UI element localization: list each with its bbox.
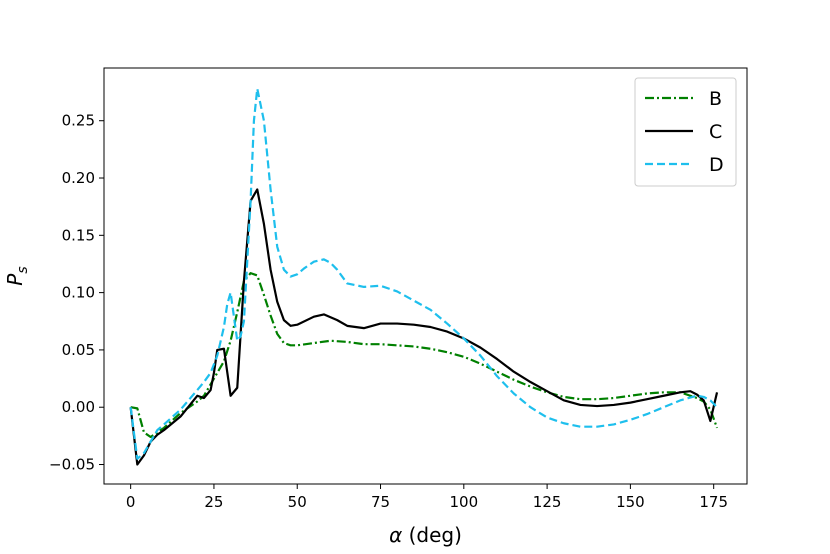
x-tick-label: 175	[699, 493, 728, 511]
x-tick-label: 0	[126, 493, 136, 511]
x-tick-label: 50	[288, 493, 307, 511]
axes-frame	[103, 67, 748, 485]
legend-label-D: D	[709, 154, 724, 176]
series-line-C	[129, 188, 719, 466]
y-tick-label: 0.00	[62, 398, 95, 416]
series-line-D	[129, 87, 718, 460]
legend-label-C: C	[709, 121, 722, 143]
legend-label-B: B	[709, 88, 722, 110]
series-layer	[129, 87, 719, 466]
x-tick-label: 125	[533, 493, 562, 511]
x-axis-label-symbol: α	[389, 523, 402, 547]
legend: BCD	[634, 77, 737, 187]
x-tick-label: 75	[371, 493, 390, 511]
y-tick-label: −0.05	[49, 456, 95, 474]
y-tick-label: 0.25	[62, 112, 95, 130]
series-line-B	[130, 272, 719, 439]
y-axis-label-main: P	[3, 273, 27, 286]
y-tick-label: 0.15	[62, 226, 95, 244]
ticks-layer: 0 25 50 75 100 125 150 175 −0.05 0.00 0.05 0.10 0.15…	[49, 112, 728, 511]
x-tick-label: 100	[449, 493, 478, 511]
x-tick-label: 25	[204, 493, 223, 511]
y-axis-label-group: Ps	[3, 266, 31, 285]
x-tick-label: 150	[616, 493, 645, 511]
y-tick-label: 0.10	[62, 284, 95, 302]
y-axis-label: Ps	[3, 266, 31, 285]
x-axis-label: α (deg)	[389, 523, 462, 547]
x-axis-label-unit: (deg)	[402, 523, 462, 547]
y-tick-label: 0.20	[62, 169, 95, 187]
y-axis-label-subscript: s	[15, 266, 31, 273]
y-tick-label: 0.05	[62, 341, 95, 359]
